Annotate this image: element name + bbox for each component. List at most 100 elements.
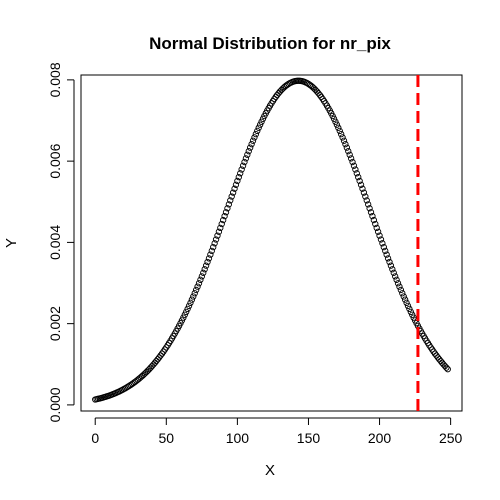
data-point [406, 305, 413, 313]
data-point [185, 302, 193, 310]
data-point [335, 124, 342, 131]
data-point [218, 220, 225, 228]
y-tick-label: 0.008 [47, 62, 63, 97]
data-point [356, 177, 363, 185]
x-tick-label: 50 [159, 430, 175, 446]
data-point [212, 236, 220, 243]
data-point [201, 266, 208, 273]
data-point [200, 269, 207, 276]
data-point [374, 228, 382, 235]
data-point [347, 155, 355, 162]
data-point [370, 216, 378, 224]
data-point [194, 283, 201, 290]
data-point [229, 189, 237, 196]
data-point [379, 240, 386, 247]
x-tick-label: 250 [439, 430, 463, 446]
plot-frame [80, 74, 463, 412]
data-point [333, 121, 341, 128]
data-point [249, 137, 257, 144]
data-point [339, 134, 346, 141]
data-point [397, 286, 405, 294]
data-point [207, 251, 214, 258]
data-point [403, 299, 410, 306]
data-point [151, 359, 159, 366]
data-point [443, 364, 450, 371]
data-point [228, 193, 235, 200]
data-point [237, 170, 244, 177]
data-point [330, 115, 338, 122]
data-point [217, 224, 224, 232]
data-point [245, 148, 252, 155]
data-point [399, 290, 406, 297]
data-point [224, 205, 231, 212]
data-point [346, 151, 353, 158]
data-point [192, 286, 200, 294]
data-point [396, 283, 403, 290]
points-layer [92, 77, 451, 403]
chart-title: Normal Distribution for nr_pix [149, 34, 391, 53]
data-point [258, 118, 265, 125]
data-point [238, 166, 245, 173]
data-point [382, 247, 389, 255]
data-point [384, 255, 392, 262]
data-point [231, 185, 238, 192]
data-point [332, 118, 339, 125]
data-point [244, 151, 251, 158]
data-point [247, 144, 254, 151]
data-point [444, 366, 451, 373]
data-point [353, 170, 360, 177]
data-point [355, 173, 362, 181]
data-point [359, 185, 366, 192]
data-point [195, 280, 203, 287]
data-point [389, 266, 396, 273]
data-point [357, 181, 365, 188]
data-point [383, 251, 390, 258]
data-point [376, 232, 383, 239]
data-point [215, 228, 223, 235]
data-point [342, 141, 349, 148]
data-point [367, 209, 375, 216]
data-point [205, 255, 213, 262]
data-point [373, 224, 380, 232]
data-point [387, 262, 395, 269]
data-point [336, 127, 343, 135]
data-point [221, 212, 228, 220]
data-point [188, 296, 196, 303]
y-tick-label: 0.006 [47, 143, 63, 178]
data-point [184, 305, 191, 313]
data-point [248, 141, 255, 148]
data-point [255, 124, 262, 131]
data-point [401, 296, 409, 303]
data-point [234, 177, 241, 185]
data-point [343, 144, 350, 151]
data-point [394, 280, 402, 287]
data-point [227, 197, 234, 204]
data-point [204, 258, 211, 266]
data-point [380, 243, 387, 251]
data-point [198, 273, 205, 280]
x-tick-label: 0 [91, 430, 99, 446]
data-point [404, 302, 412, 310]
y-tick-label: 0.004 [47, 225, 63, 260]
data-point [407, 308, 414, 316]
data-point [241, 158, 248, 166]
data-point [181, 311, 188, 318]
data-point [187, 299, 194, 306]
x-axis-label: X [265, 462, 275, 479]
data-point [210, 243, 217, 251]
data-point [349, 158, 356, 166]
data-point [251, 134, 258, 141]
data-point [390, 269, 397, 276]
data-point [350, 162, 358, 169]
data-point [214, 232, 221, 239]
data-point [438, 359, 446, 366]
data-point [400, 293, 407, 300]
data-point [352, 166, 359, 173]
data-point [242, 155, 250, 162]
data-point [392, 273, 399, 280]
data-point [211, 240, 218, 247]
data-point [222, 209, 230, 216]
x-axis: 0 50 100 150 200 250 [91, 417, 463, 446]
data-point [197, 276, 204, 283]
